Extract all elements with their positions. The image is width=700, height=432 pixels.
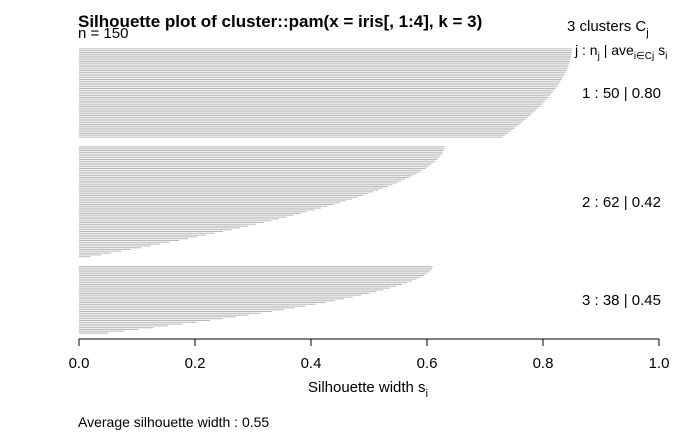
x-tick-label: 0.6 [417, 355, 438, 372]
x-axis-label: Silhouette width si [308, 379, 428, 400]
ave-sub: i∈Cj [634, 51, 654, 62]
j-label: j : n [574, 42, 598, 58]
x-tick-label: 0.0 [69, 355, 90, 372]
clusters-count-sub: j [645, 27, 648, 39]
x-tick-label: 0.8 [533, 355, 554, 372]
cluster-label: 3 : 38 | 0.45 [582, 292, 661, 309]
cluster-label: 1 : 50 | 0.80 [582, 85, 661, 102]
cluster-label: 2 : 62 | 0.42 [582, 194, 661, 211]
s-sub: i [665, 51, 667, 62]
x-tick-label: 0.2 [185, 355, 206, 372]
x-tick-label: 0.4 [301, 355, 322, 372]
average-silhouette-width: Average silhouette width : 0.55 [78, 414, 269, 430]
chart-title: Silhouette plot of cluster::pam(x = iris… [78, 12, 482, 31]
x-tick-label: 1.0 [649, 355, 670, 372]
x-axis-ticks: 0.0 0.2 0.4 0.6 0.8 1.0 [69, 339, 670, 372]
ave-label: | ave [600, 42, 634, 58]
column-header: j : nj | avei∈Cj si [574, 42, 667, 62]
n-label: n = 150 [78, 25, 128, 42]
s-label: s [654, 42, 665, 58]
clusters-count-text: 3 clusters C [567, 18, 646, 35]
j-sub: j [597, 51, 600, 62]
clusters-count-label: 3 clusters Cj [567, 18, 649, 39]
cluster-labels: 1 : 50 | 0.80 2 : 62 | 0.42 3 : 38 | 0.45 [582, 85, 661, 309]
x-axis-label-sub: i [426, 388, 428, 400]
silhouette-bars [79, 48, 572, 334]
x-axis-label-text: Silhouette width s [308, 379, 426, 396]
